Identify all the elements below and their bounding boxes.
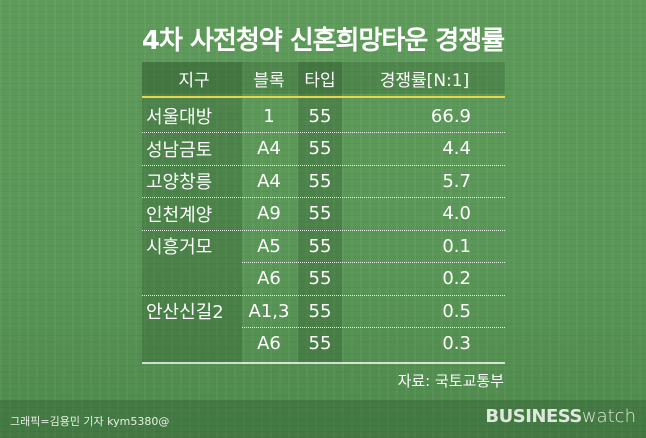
cell-ratio: 0.1 [442,235,471,257]
header-background [142,62,505,94]
cell-district: 성남금토 [146,139,213,161]
cell-block: A1,3 [248,300,290,322]
table-row: 고양창릉 A4 55 5.7 [142,165,505,197]
row-divider [142,164,505,166]
header-ratio: 경쟁률[N:1] [379,70,470,91]
cell-ratio: 5.7 [442,170,471,192]
cell-ratio: 0.5 [442,300,471,322]
table-row: A6 55 0.2 [142,263,505,295]
cell-district: 서울대방 [146,107,213,128]
cell-block: A9 [257,203,281,224]
type-column-shade [298,62,342,364]
cell-ratio: 0.2 [442,268,471,289]
row-divider [142,294,505,296]
table-row: A6 55 0.3 [142,328,505,360]
row-divider [142,197,505,198]
cell-ratio: 4.4 [442,138,471,159]
cell-type: 55 [308,300,332,322]
row-divider [242,262,505,263]
page-title: 4차 사전청약 신혼희망타운 경쟁률 [141,26,505,56]
cell-type: 55 [308,235,332,257]
logo-light: watch [581,406,636,427]
graphic-credit: 그래픽=김용민 기자 kym5380@ [10,415,170,428]
logo-bold: BUSINESS [485,406,582,427]
businesswatch-logo: BUSINESSwatch [485,406,636,427]
cell-type: 55 [308,138,332,159]
table-row: 인천계양 A9 55 4.0 [142,198,505,230]
header-type: 타입 [304,70,336,91]
cell-block: A4 [257,170,281,192]
cell-block: A6 [257,333,281,354]
cell-block: 1 [263,105,275,127]
table-row: 성남금토 A4 55 4.4 [142,133,505,165]
header-district: 지구 [178,70,210,91]
cell-district: 안산신길2 [146,302,224,323]
table-row: 시흥거모 A5 55 0.1 [142,230,505,262]
cell-block: A5 [257,235,281,257]
cell-district: 고양창릉 [146,172,213,193]
cell-block: A4 [257,138,281,159]
cell-district: 시흥거모 [146,237,213,258]
cell-ratio: 4.0 [442,203,471,224]
cell-type: 55 [308,268,332,289]
cell-type: 55 [308,203,332,224]
cell-block: A6 [257,268,281,289]
header-rule [142,96,505,98]
cell-ratio: 0.3 [442,333,471,354]
cell-district: 인천계양 [146,204,213,226]
cell-type: 55 [308,105,332,127]
row-divider [242,327,505,328]
table-row: 서울대방 1 55 66.9 [142,100,505,132]
cell-type: 55 [308,333,332,354]
district-column-shade [142,62,242,364]
source-note: 자료: 국토교통부 [397,372,504,390]
cell-type: 55 [308,170,332,192]
table-header: 지구 블록 타입 경쟁률[N:1] [142,62,505,94]
table-bottom-rule [142,362,505,364]
footer-band [0,400,646,438]
header-block: 블록 [253,70,285,91]
cell-ratio: 66.9 [430,105,471,127]
table-row: 안산신길2 A1,3 55 0.5 [142,295,505,327]
row-divider [142,132,505,133]
row-divider [142,229,505,231]
